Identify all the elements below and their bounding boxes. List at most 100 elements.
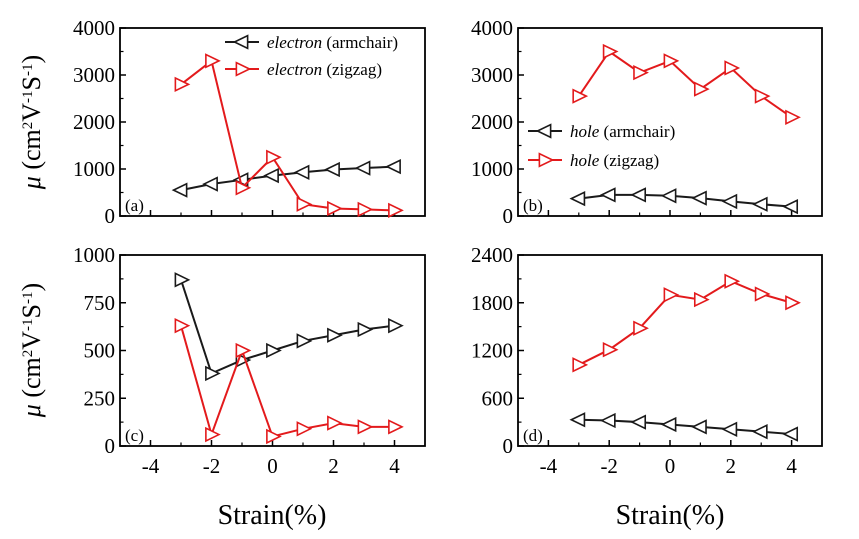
data-point-armchair <box>782 198 799 215</box>
series-line-zigzag <box>180 325 395 438</box>
data-point-armchair <box>327 327 343 343</box>
data-point-zigzag <box>754 88 771 104</box>
data-point-zigzag <box>174 76 191 93</box>
x-axis-label-left: Strain(%) <box>218 500 327 531</box>
data-point-zigzag <box>572 88 589 104</box>
data-point-zigzag <box>205 426 221 443</box>
data-point-armchair <box>782 426 799 442</box>
y-tick-label: 1000 <box>471 157 513 181</box>
data-point-zigzag <box>235 342 252 359</box>
x-axis-label-right: Strain(%) <box>616 500 725 531</box>
y-tick-label: 750 <box>84 291 116 315</box>
data-point-armchair <box>630 187 647 203</box>
panel-label: (d) <box>523 426 543 445</box>
y-tick-label: 1000 <box>73 243 115 267</box>
panel-4: 0 600 1200 1800 2400 -4 -2 0 2 4 (d) <box>471 243 823 478</box>
data-point-zigzag <box>785 109 801 125</box>
data-point-zigzag <box>266 428 282 445</box>
data-point-armchair <box>293 164 310 180</box>
data-point-zigzag <box>388 419 404 435</box>
y-tick-label: 0 <box>503 434 514 458</box>
panel-1: 0 1000 2000 3000 4000 (a) electron (armchair) e… <box>73 16 426 228</box>
data-point-armchair <box>751 424 768 440</box>
data-point-zigzag <box>602 43 619 60</box>
data-point-armchair <box>202 176 218 192</box>
legend-marker <box>235 61 252 77</box>
data-point-zigzag <box>357 419 374 435</box>
data-point-zigzag <box>785 295 801 311</box>
y-tick-label: 2000 <box>471 110 513 134</box>
data-point-armchair <box>630 414 647 430</box>
data-point-zigzag <box>724 60 741 76</box>
y-tick-label: 250 <box>84 386 116 410</box>
y-tick-label: 1000 <box>73 157 115 181</box>
data-point-zigzag <box>174 318 191 334</box>
data-point-armchair <box>721 193 738 210</box>
data-point-armchair <box>174 272 191 288</box>
y-tick-label: 1200 <box>471 339 513 363</box>
legend-entry: electron (armchair) <box>267 33 398 52</box>
plot-frame <box>517 254 823 447</box>
data-point-armchair <box>205 365 221 382</box>
y-tick-label: 0 <box>503 204 514 228</box>
y-tick-label: 4000 <box>73 16 115 40</box>
data-point-zigzag <box>327 200 343 217</box>
data-point-armchair <box>691 190 707 206</box>
data-point-zigzag <box>235 180 252 196</box>
data-point-zigzag <box>663 53 680 69</box>
legend-marker <box>538 152 555 168</box>
legend-entry: hole (armchair) <box>570 122 675 141</box>
data-point-armchair <box>660 188 677 204</box>
y-tick-label: 600 <box>482 386 514 410</box>
data-point-zigzag <box>357 201 374 218</box>
panel-3: 0 250 500 750 1000 -4 -2 0 2 4 (c) <box>73 243 426 478</box>
y-tick-label: 0 <box>105 434 116 458</box>
legend-marker <box>535 123 552 139</box>
data-point-zigzag <box>754 286 771 302</box>
data-point-zigzag <box>724 273 741 289</box>
panel-label: (b) <box>523 196 543 215</box>
data-point-armchair <box>296 333 313 349</box>
data-point-armchair <box>569 412 586 428</box>
data-point-armchair <box>263 167 279 184</box>
data-point-zigzag <box>663 287 680 303</box>
legend-entry: hole (zigzag) <box>570 151 659 170</box>
data-point-zigzag <box>693 291 710 308</box>
data-point-zigzag <box>602 342 619 358</box>
data-point-zigzag <box>296 421 313 437</box>
data-point-armchair <box>751 196 768 212</box>
data-point-zigzag <box>266 149 282 165</box>
y-tick-label: 2400 <box>471 243 513 267</box>
data-point-zigzag <box>327 415 343 431</box>
data-point-armchair <box>599 187 616 203</box>
series-line-zigzag <box>577 50 793 119</box>
panel-label: (c) <box>125 426 144 445</box>
plot-frame <box>119 27 426 217</box>
data-point-armchair <box>357 321 374 338</box>
x-tick-label: -2 <box>203 454 221 478</box>
data-point-zigzag <box>633 64 649 81</box>
y-tick-label: 1800 <box>471 291 513 315</box>
y-tick-label: 3000 <box>73 63 115 87</box>
data-point-armchair <box>721 421 738 437</box>
legend-entry: electron (zigzag) <box>267 60 382 79</box>
data-point-armchair <box>324 161 340 178</box>
y-tick-label: 0 <box>105 204 116 228</box>
x-tick-label: -4 <box>540 454 558 478</box>
data-point-zigzag <box>572 357 589 373</box>
data-point-armchair <box>354 160 371 176</box>
data-point-zigzag <box>633 320 649 336</box>
x-tick-label: -2 <box>600 454 618 478</box>
y-axis-label-top: μ (cm2V-1S-1) <box>17 55 46 190</box>
data-point-zigzag <box>296 196 313 212</box>
data-point-armchair <box>171 182 188 198</box>
panel-label: (a) <box>125 196 144 215</box>
y-tick-label: 2000 <box>73 110 115 134</box>
data-point-armchair <box>660 416 677 433</box>
x-tick-label: -4 <box>142 454 160 478</box>
data-point-zigzag <box>693 81 710 97</box>
x-tick-label: 2 <box>726 454 737 478</box>
x-tick-label: 4 <box>389 454 400 478</box>
y-axis-label-bottom: μ (cm2V-1S-1) <box>17 283 46 418</box>
